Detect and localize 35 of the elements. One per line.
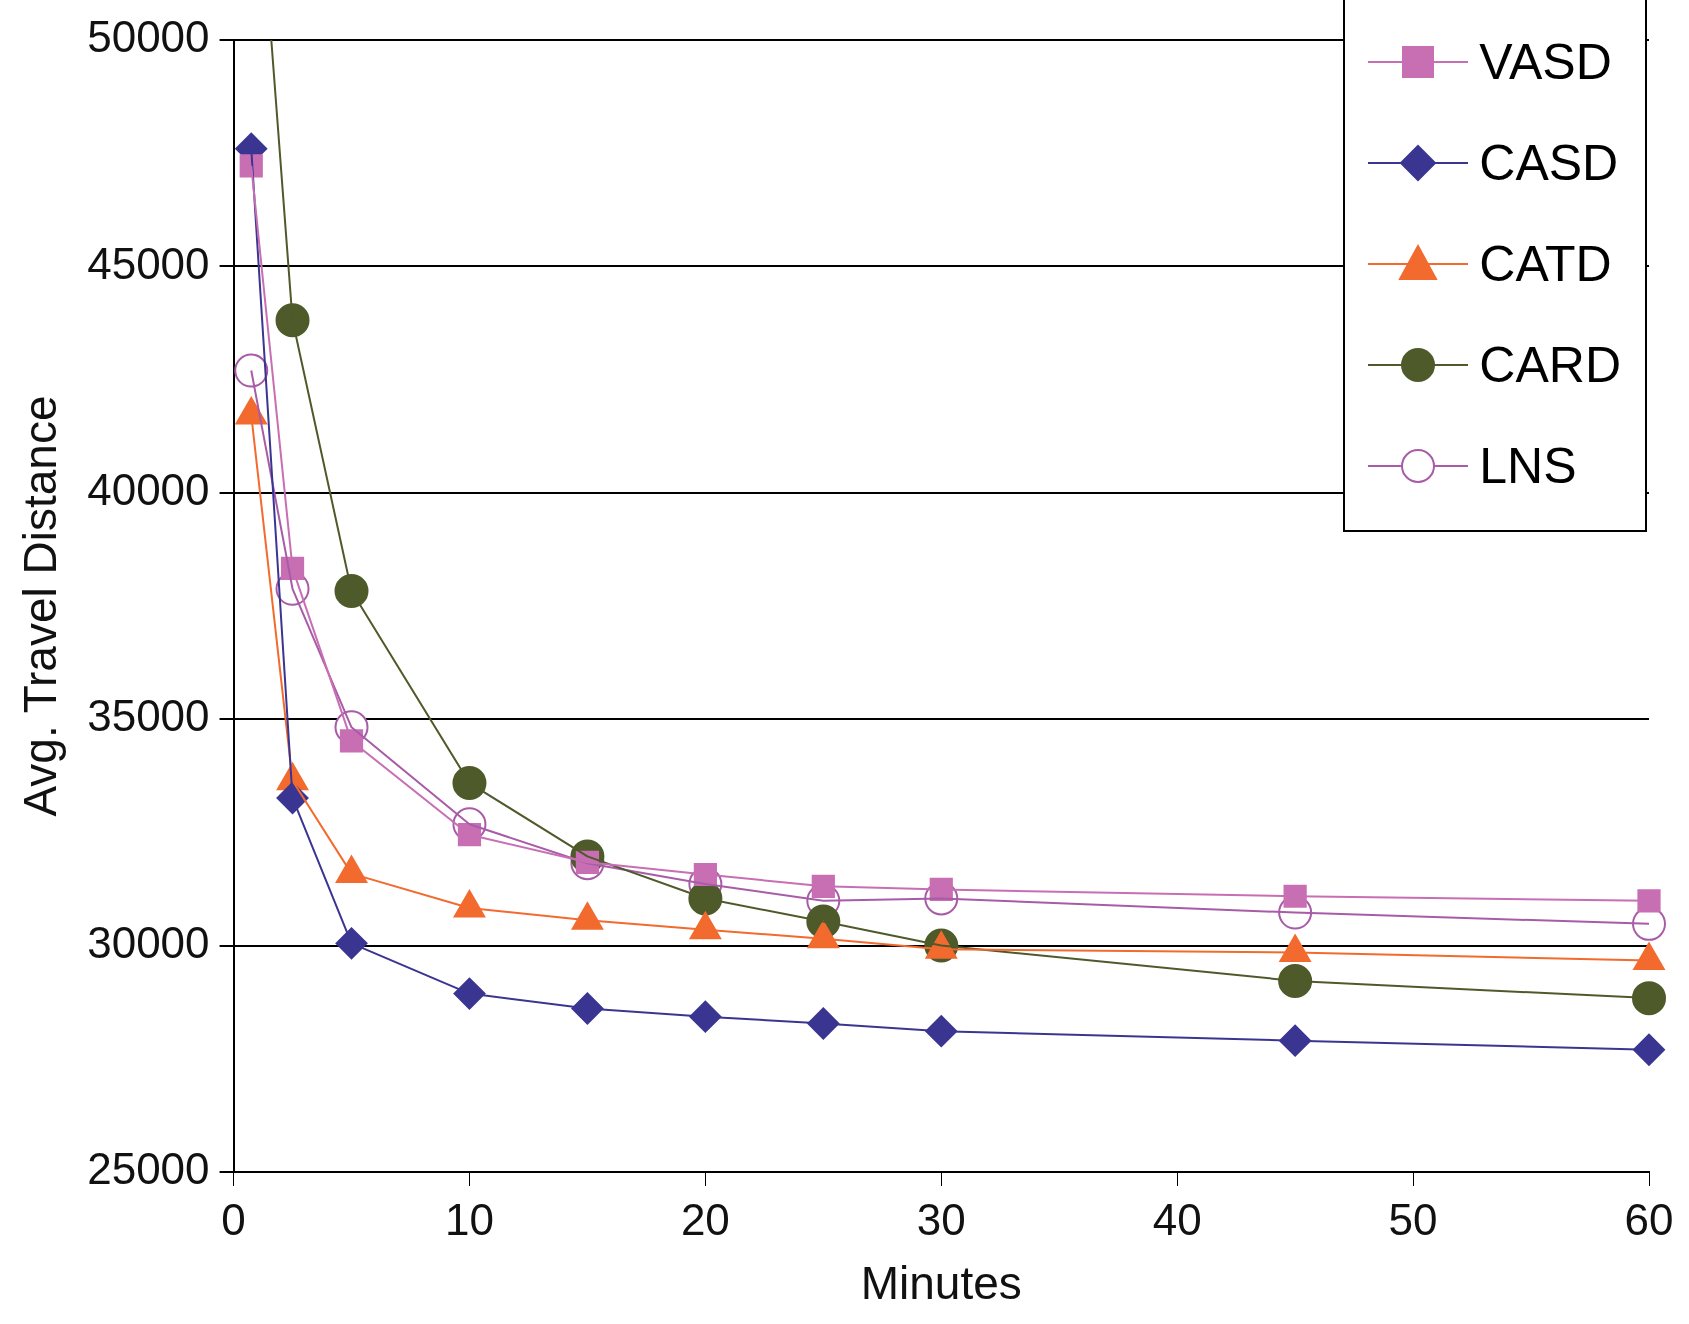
point [335,927,368,960]
x-tick-label: 20 [680,1194,730,1244]
point [234,353,269,388]
point [453,977,486,1010]
point [275,303,310,338]
legend-label: CASD [1479,133,1619,192]
y-tick-label: 30000 [87,917,210,967]
point [1283,884,1307,908]
y-axis-title: Avg. Travel Distance [14,395,67,817]
x-tick-label: 60 [1624,1194,1674,1244]
point [689,1000,722,1033]
legend-label: CATD [1479,234,1612,293]
y-tick-label: 35000 [87,691,210,741]
point [571,992,604,1025]
point [1637,889,1661,913]
x-tick-label: 50 [1388,1194,1438,1244]
point [452,766,487,801]
point [811,874,835,898]
point [1278,963,1313,998]
legend-label: CARD [1479,335,1621,394]
legend-label: VASD [1479,32,1612,91]
point [1632,981,1666,1016]
x-axis-title: Minutes [860,1257,1022,1310]
legend-label: LNS [1479,436,1577,495]
y-tick-label: 25000 [87,1144,210,1194]
point [1633,1033,1665,1066]
x-tick-label: 40 [1152,1194,1202,1244]
point [807,1007,840,1040]
y-tick-label: 50000 [87,12,210,62]
x-tick-label: 30 [916,1194,966,1244]
point [334,574,369,609]
y-tick-label: 45000 [87,238,210,288]
x-tick-label: 10 [444,1194,494,1244]
x-tick-label: 0 [221,1194,246,1244]
y-tick-label: 40000 [87,464,210,514]
